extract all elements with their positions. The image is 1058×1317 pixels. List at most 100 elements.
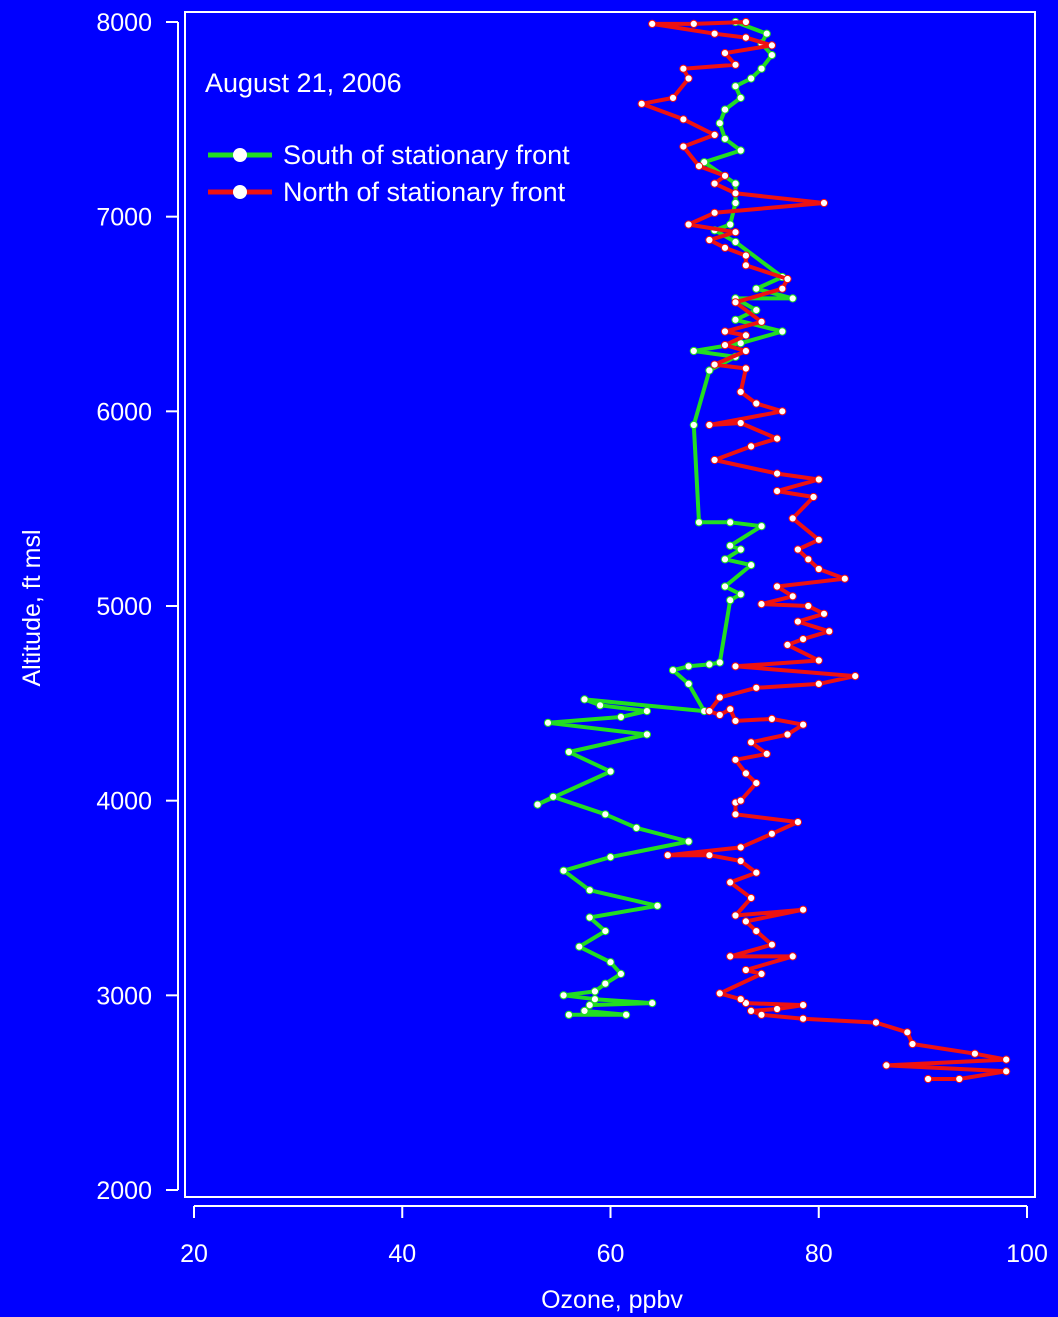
data-point: [543, 718, 553, 727]
data-point: [689, 19, 698, 28]
data-point: [720, 105, 730, 114]
data-point: [747, 561, 756, 570]
data-point: [752, 779, 761, 788]
data-point: [757, 969, 766, 979]
data-point: [809, 492, 818, 502]
series-layer: [533, 17, 1011, 1084]
data-point: [741, 251, 751, 260]
legend-label: North of stationary front: [283, 177, 566, 207]
x-axis-title: Ozone, ppbv: [541, 1286, 683, 1314]
y-tick-label: 3000: [96, 982, 152, 1010]
series-south: [533, 17, 797, 1019]
data-point: [710, 455, 719, 465]
data-point: [731, 911, 740, 920]
data-point: [736, 995, 745, 1004]
legend-item: South of stationary front: [208, 140, 570, 170]
data-point: [788, 592, 797, 601]
data-point: [731, 237, 740, 247]
data-point: [715, 658, 724, 667]
data-point: [799, 1014, 808, 1023]
data-point: [804, 601, 813, 611]
data-point: [606, 767, 615, 776]
data-point: [720, 341, 730, 350]
data-point: [596, 701, 605, 710]
data-point: [684, 220, 693, 229]
series-line: [535, 20, 795, 1017]
data-point: [720, 327, 730, 336]
x-tick-label: 80: [805, 1240, 833, 1268]
data-point: [653, 901, 662, 910]
data-point: [804, 555, 813, 564]
data-point: [705, 707, 714, 716]
data-point: [793, 818, 803, 827]
y-axis-title: Altitude, ft msl: [18, 530, 46, 687]
legend: South of stationary front North of statio…: [208, 140, 570, 207]
data-point: [726, 220, 735, 229]
data-point: [726, 952, 735, 961]
data-point: [616, 712, 626, 722]
data-point: [741, 364, 751, 373]
data-point: [715, 710, 724, 720]
data-point: [622, 1010, 631, 1019]
data-point: [767, 829, 777, 838]
data-point: [689, 346, 698, 356]
data-point: [741, 33, 751, 42]
data-point: [819, 609, 829, 618]
data-point: [580, 695, 589, 704]
data-point: [720, 582, 730, 591]
data-point: [710, 29, 719, 38]
data-point: [955, 1074, 964, 1084]
data-point: [710, 208, 719, 217]
data-point: [747, 738, 756, 747]
data-point: [882, 1061, 891, 1070]
data-point: [726, 705, 735, 714]
data-point: [762, 29, 771, 38]
data-point: [720, 49, 730, 58]
data-point: [601, 810, 610, 819]
data-point: [731, 315, 740, 324]
data-point: [773, 582, 782, 591]
data-point: [731, 60, 740, 69]
data-point: [747, 1006, 756, 1016]
data-point: [741, 769, 751, 778]
data-point: [814, 475, 823, 484]
data-point: [799, 720, 808, 729]
data-point: [924, 1074, 933, 1084]
x-axis: 20 40 60 80 100: [180, 1205, 1048, 1268]
data-point: [705, 420, 714, 430]
data-point: [773, 434, 782, 443]
data-point: [747, 893, 756, 903]
legend-swatch-marker: [233, 148, 247, 162]
data-point: [752, 284, 761, 293]
data-point: [559, 866, 568, 875]
data-point: [726, 518, 735, 527]
data-point: [715, 989, 724, 998]
data-point: [648, 19, 657, 28]
data-point: [731, 810, 740, 819]
data-point: [736, 856, 745, 866]
data-point: [720, 555, 730, 564]
data-point: [705, 235, 714, 245]
data-point: [757, 600, 766, 609]
data-point: [783, 640, 792, 650]
data-point: [741, 346, 751, 356]
data-point: [684, 679, 693, 689]
data-point: [684, 74, 693, 83]
x-tick-label: 100: [1006, 1240, 1048, 1268]
data-point: [731, 179, 740, 188]
data-point: [663, 851, 672, 860]
data-point: [705, 660, 714, 669]
data-point: [908, 1039, 917, 1049]
data-point: [752, 927, 761, 936]
data-point: [726, 878, 735, 887]
data-point: [741, 261, 751, 270]
data-point: [736, 146, 745, 155]
data-point: [710, 179, 719, 188]
data-point: [715, 693, 724, 702]
series-line: [639, 20, 1009, 1081]
data-point: [736, 843, 745, 852]
data-point: [762, 749, 771, 759]
data-point: [715, 119, 724, 128]
data-point: [705, 851, 714, 860]
